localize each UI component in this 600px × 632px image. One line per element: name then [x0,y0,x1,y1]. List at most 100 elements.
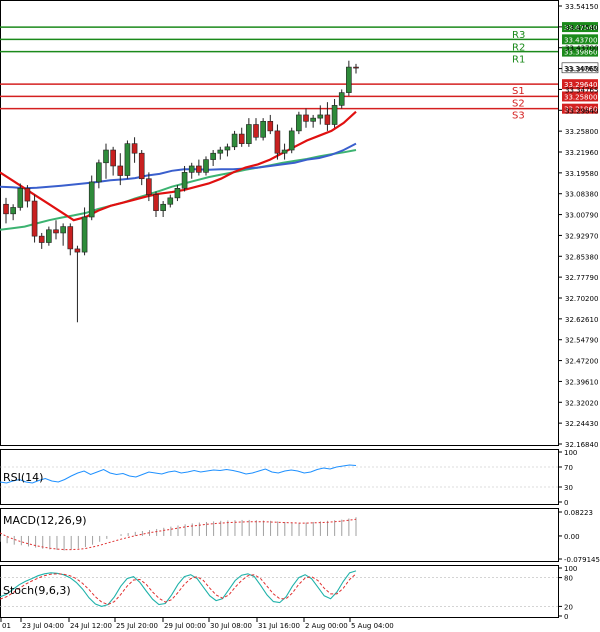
price-tick-label: 33.43700 [565,45,598,53]
candle-body [217,149,224,154]
candle-body [231,133,238,148]
candle-body [167,197,174,205]
candle-body [24,188,31,202]
candle-body [310,117,316,122]
candle-body [174,188,181,199]
candle-body [31,200,38,237]
level-name-s2: S2 [512,98,525,109]
stoch-tick-label: 20 [564,603,573,611]
time-tick-label: 2 Aug 00:00 [305,622,348,630]
candle-body [210,152,216,160]
price-tick-label: 32.54790 [565,337,598,345]
candle-body [274,130,281,154]
time-axis: 01 23 Jul 04:00 24 Jul 12:00 25 Jul 20:00 29… [0,618,394,630]
candle-body [224,146,231,151]
candle-body [288,130,295,151]
candle-body [296,114,302,132]
stoch-signal-line [0,573,357,606]
candle-body [317,114,324,119]
price-tick-label: 32.62610 [565,316,598,324]
time-tick-label: 30 Jul 08:00 [210,622,252,630]
time-tick-label: 5 Aug 04:00 [351,622,394,630]
price-tick-label: 32.77790 [565,274,598,282]
macd-tick-label: 0.00 [564,533,580,541]
level-price-label: 33.29640 [564,81,597,89]
price-tick-label: 32.39610 [565,378,598,386]
candle-body [103,149,109,164]
time-tick-label: 23 Jul 04:00 [22,622,64,630]
price-tick-label: 33.34765 [565,86,598,94]
level-price-tag [562,91,598,102]
time-tick-label: 01 [2,622,11,630]
price-tick-label: 33.39860 [565,66,598,74]
candle-body [303,114,309,122]
candles [3,60,359,323]
rsi-tick-label: 0 [564,499,568,507]
level-name-r3: R3 [512,30,525,41]
candle-body [331,105,338,125]
ma-green-line [0,149,357,231]
candle-body [124,143,131,176]
rsi-panel: 100 70 30 0 RSI(14) [0,449,577,507]
macd-panel: 0.08223 0.00 -0.079145 MACD(12,26,9) [0,508,600,564]
level-name-s1: S1 [512,86,525,97]
time-tick-label: 24 Jul 12:00 [70,622,112,630]
candle-body [38,235,45,243]
candle-body [196,165,202,173]
stoch-tick-label: 80 [564,575,573,583]
last-price-tag [561,62,599,74]
rsi-tick-label: 100 [564,449,577,457]
price-tick-label: 33.21960 [565,149,598,157]
macd-signal-line [0,518,357,551]
candle-body [46,229,52,243]
rsi-line [0,464,357,484]
price-tick-label: 32.24430 [565,420,598,428]
level-price-tag [562,79,598,90]
candle-body [160,203,166,211]
level-price-tag [562,22,598,33]
time-tick-label: 25 Jul 20:00 [116,622,158,630]
candle-body [153,194,159,211]
candle-body [138,152,145,180]
main-panel: R3 33.47540 R2 33.43700 R1 33.39860 S1 33.29640… [0,0,599,449]
rsi-title: RSI(14) [3,471,43,484]
price-tick-label: 32.92970 [565,232,598,240]
level-price-label: 33.47540 [564,24,597,32]
price-tick-label: 32.32020 [565,399,598,407]
candle-body [353,66,359,69]
candle-body [188,165,195,173]
candle-body [253,124,259,138]
candle-body [10,207,16,215]
candle-body [203,159,209,173]
rsi-tick-label: 30 [564,484,573,492]
price-tick-label: 33.54150 [565,3,598,11]
macd-title: MACD(12,26,9) [3,514,87,527]
candle-body [3,203,9,215]
price-tick-label: 33.19580 [565,170,598,178]
time-tick-label: 31 Jul 16:00 [258,622,300,630]
level-price-label: 33.39860 [564,49,597,57]
candle-body [117,165,124,176]
candle-body [53,229,59,234]
stoch-tick-label: 0 [564,613,568,621]
level-price-tag [562,103,598,114]
stoch-tick-label: 100 [564,565,577,573]
candle-body [131,143,138,154]
candle-body [281,149,288,154]
level-name-r1: R1 [512,55,525,66]
candle-body [88,181,95,218]
candle-body [74,248,81,253]
candle-body [67,226,74,250]
rsi-tick-label: 70 [564,464,573,472]
price-tick-label: 33.47540 [565,24,598,32]
ma-blue-line [0,142,357,190]
price-axis: 33.5415033.4754033.4370033.3986033.34765… [558,3,598,449]
level-price-label: 33.25800 [564,93,597,101]
candle-body [81,216,88,253]
price-tick-label: 33.25800 [565,128,598,136]
candle-body [60,226,66,234]
price-tick-label: 33.29640 [565,107,598,115]
candle-body [338,92,345,106]
price-tick-label: 32.70200 [565,295,598,303]
stoch-title: Stoch(9,6,3) [3,584,71,597]
